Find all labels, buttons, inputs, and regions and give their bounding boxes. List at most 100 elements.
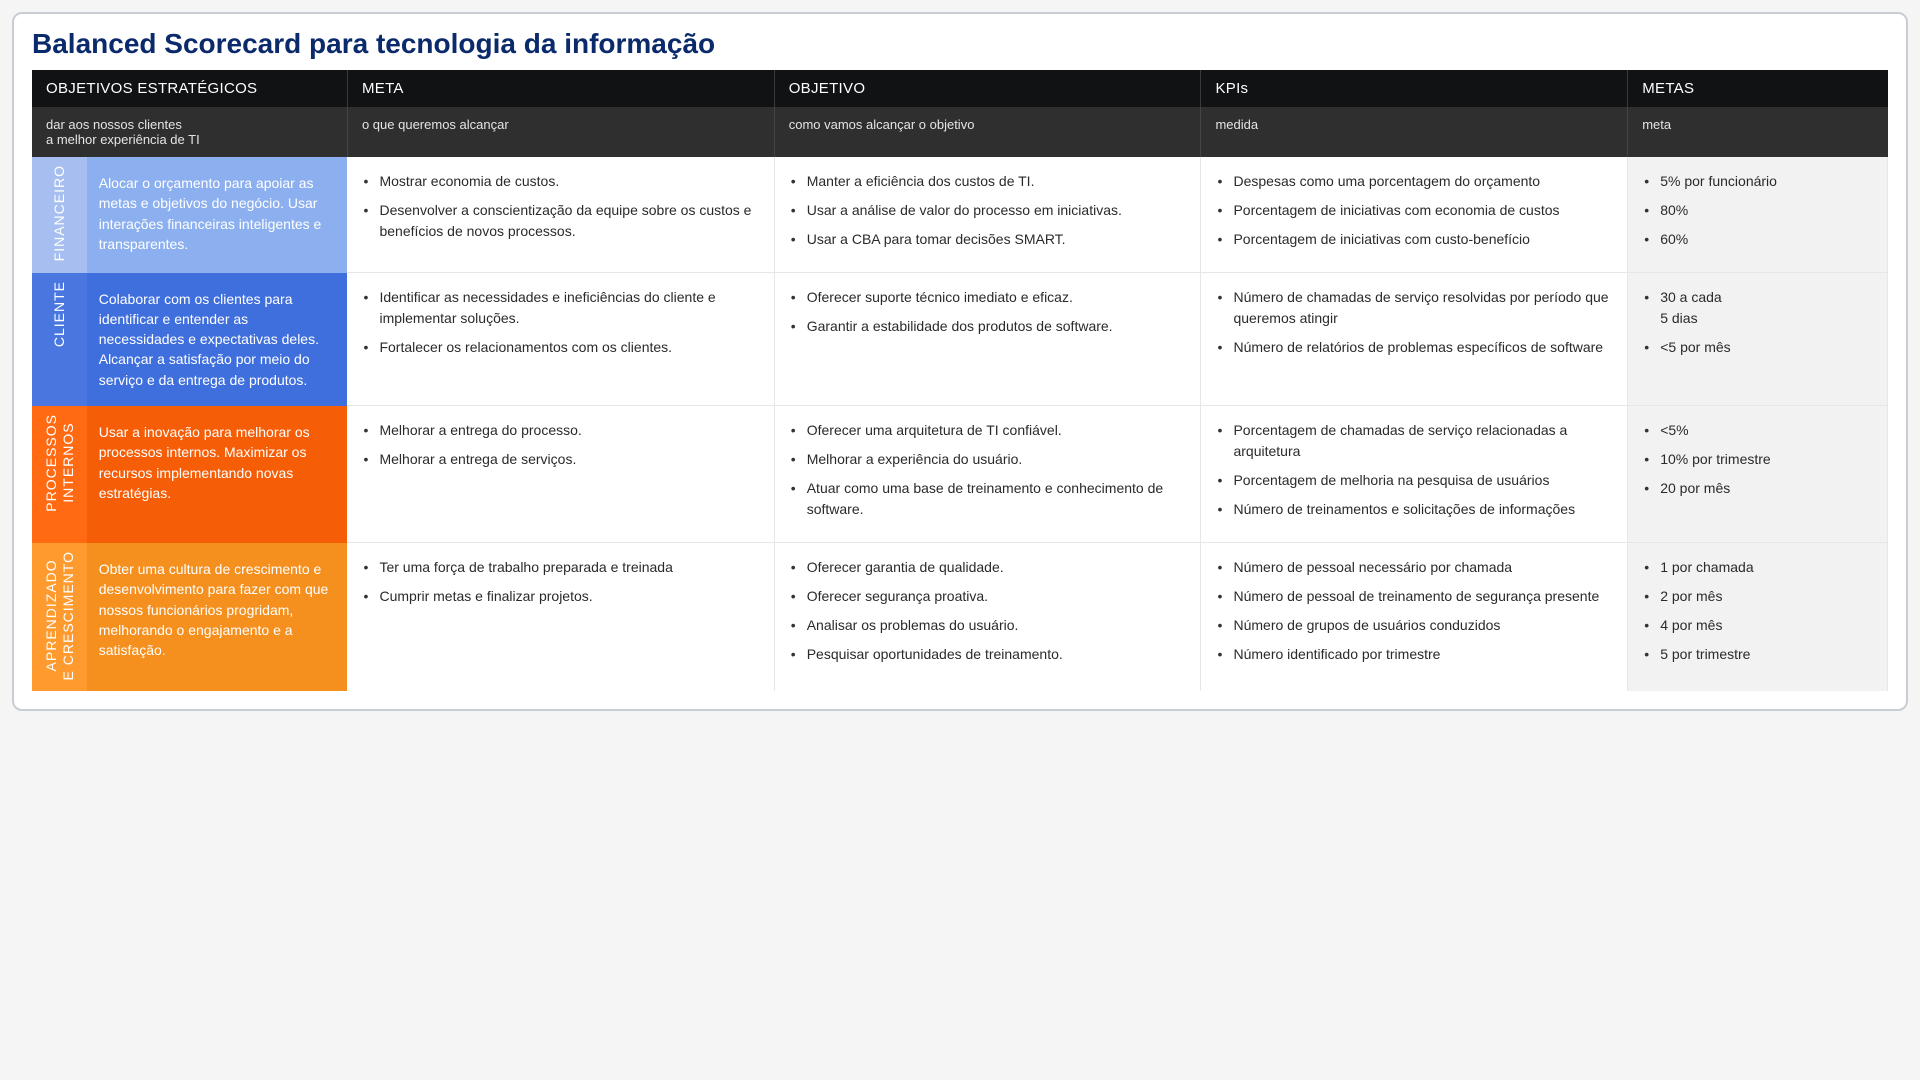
list-item: Melhorar a experiência do usuário.: [791, 449, 1185, 470]
list-item: 20 por mês: [1644, 478, 1871, 499]
list-item: Desenvolver a conscientização da equipe …: [363, 200, 757, 242]
col-sub-meta: o que queremos alcançar: [347, 107, 774, 157]
list-item: Cumprir metas e finalizar projetos.: [363, 586, 757, 607]
cell-kpis-cliente-list: Número de chamadas de serviço resolvidas…: [1217, 287, 1611, 358]
cell-metas-processos: <5% 10% por trimestre 20 por mês: [1628, 406, 1888, 543]
list-item: Identificar as necessidades e ineficiênc…: [363, 287, 757, 329]
list-item: Oferecer uma arquitetura de TI confiável…: [791, 420, 1185, 441]
list-item: Manter a eficiência dos custos de TI.: [791, 171, 1185, 192]
perspective-label-aprendizado: APRENDIZADO E CRESCIMENTO: [32, 543, 87, 691]
perspective-label-text: APRENDIZADO E CRESCIMENTO: [43, 543, 77, 688]
cell-meta-processos: Melhorar a entrega do processo. Melhorar …: [347, 406, 774, 543]
cell-kpis-financeiro-list: Despesas como uma porcentagem do orçamen…: [1217, 171, 1611, 250]
col-header-objetivos: OBJETIVOS ESTRATÉGICOS: [32, 70, 347, 107]
list-item: Número de pessoal necessário por chamada: [1217, 557, 1611, 578]
cell-meta-aprendizado: Ter uma força de trabalho preparada e tr…: [347, 543, 774, 691]
list-item: 30 a cada 5 dias: [1644, 287, 1871, 329]
list-item: Mostrar economia de custos.: [363, 171, 757, 192]
list-item: Oferecer suporte técnico imediato e efic…: [791, 287, 1185, 308]
cell-metas-aprendizado: 1 por chamada 2 por mês 4 por mês 5 por tri…: [1628, 543, 1888, 691]
list-item: 5% por funcionário: [1644, 171, 1871, 192]
cell-kpis-aprendizado: Número de pessoal necessário por chamada…: [1201, 543, 1628, 691]
perspective-desc-processos: Usar a inovação para melhorar os process…: [87, 406, 348, 543]
perspective-row-financeiro: FINANCEIRO Alocar o orçamento para apoiar…: [32, 157, 1888, 273]
list-item: Despesas como uma porcentagem do orçamen…: [1217, 171, 1611, 192]
list-item: 60%: [1644, 229, 1871, 250]
col-sub-objetivos: dar aos nossos clientes a melhor experiê…: [32, 107, 347, 157]
cell-kpis-cliente: Número de chamadas de serviço resolvidas…: [1201, 273, 1628, 406]
scorecard-card: Balanced Scorecard para tecnologia da in…: [12, 12, 1908, 711]
col-header-kpis: KPIs: [1201, 70, 1628, 107]
perspective-row-cliente: CLIENTE Colaborar com os clientes para id…: [32, 273, 1888, 406]
list-item: 5 por trimestre: [1644, 644, 1871, 665]
list-item: Número de treinamentos e solicitações de…: [1217, 499, 1611, 520]
cell-meta-financeiro-list: Mostrar economia de custos. Desenvolver a…: [363, 171, 757, 242]
col-sub-metas: meta: [1628, 107, 1888, 157]
list-item: <5%: [1644, 420, 1871, 441]
col-header-meta: META: [347, 70, 774, 107]
page-title: Balanced Scorecard para tecnologia da in…: [32, 28, 1888, 60]
list-item: Fortalecer os relacionamentos com os cli…: [363, 337, 757, 358]
list-item: Porcentagem de chamadas de serviço relac…: [1217, 420, 1611, 462]
perspective-desc-financeiro: Alocar o orçamento para apoiar as metas …: [87, 157, 348, 273]
perspective-desc-cliente: Colaborar com os clientes para identific…: [87, 273, 348, 406]
perspective-row-processos: PROCESSOS INTERNOS Usar a inovação para m…: [32, 406, 1888, 543]
cell-objetivo-cliente: Oferecer suporte técnico imediato e efic…: [774, 273, 1201, 406]
list-item: Usar a análise de valor do processo em i…: [791, 200, 1185, 221]
perspective-label-financeiro: FINANCEIRO: [32, 157, 87, 273]
list-item: Porcentagem de iniciativas com economia …: [1217, 200, 1611, 221]
perspective-label-processos: PROCESSOS INTERNOS: [32, 406, 87, 543]
list-item: Número identificado por trimestre: [1217, 644, 1611, 665]
list-item: 80%: [1644, 200, 1871, 221]
cell-metas-financeiro-list: 5% por funcionário 80% 60%: [1644, 171, 1871, 250]
table-subheader-row: dar aos nossos clientes a melhor experiê…: [32, 107, 1888, 157]
list-item: Número de pessoal de treinamento de segu…: [1217, 586, 1611, 607]
list-item: 2 por mês: [1644, 586, 1871, 607]
cell-metas-processos-list: <5% 10% por trimestre 20 por mês: [1644, 420, 1871, 499]
cell-objetivo-aprendizado-list: Oferecer garantia de qualidade. Oferecer …: [791, 557, 1185, 665]
cell-kpis-aprendizado-list: Número de pessoal necessário por chamada…: [1217, 557, 1611, 665]
col-header-metas: METAS: [1628, 70, 1888, 107]
list-item: Porcentagem de melhoria na pesquisa de u…: [1217, 470, 1611, 491]
list-item: 1 por chamada: [1644, 557, 1871, 578]
cell-objetivo-processos: Oferecer uma arquitetura de TI confiável…: [774, 406, 1201, 543]
cell-meta-processos-list: Melhorar a entrega do processo. Melhorar …: [363, 420, 757, 470]
cell-metas-aprendizado-list: 1 por chamada 2 por mês 4 por mês 5 por tri…: [1644, 557, 1871, 665]
scorecard-table: OBJETIVOS ESTRATÉGICOS META OBJETIVO KPI…: [32, 70, 1888, 691]
cell-objetivo-aprendizado: Oferecer garantia de qualidade. Oferecer …: [774, 543, 1201, 691]
list-item: Ter uma força de trabalho preparada e tr…: [363, 557, 757, 578]
list-item: Número de chamadas de serviço resolvidas…: [1217, 287, 1611, 329]
cell-meta-aprendizado-list: Ter uma força de trabalho preparada e tr…: [363, 557, 757, 607]
col-sub-objetivo: como vamos alcançar o objetivo: [774, 107, 1201, 157]
cell-kpis-processos: Porcentagem de chamadas de serviço relac…: [1201, 406, 1628, 543]
cell-meta-cliente: Identificar as necessidades e ineficiênc…: [347, 273, 774, 406]
list-item: Pesquisar oportunidades de treinamento.: [791, 644, 1185, 665]
col-header-objetivo: OBJETIVO: [774, 70, 1201, 107]
perspective-label-text: CLIENTE: [51, 273, 68, 355]
list-item: Número de relatórios de problemas especí…: [1217, 337, 1611, 358]
perspective-label-text: FINANCEIRO: [51, 157, 68, 269]
list-item: Melhorar a entrega de serviços.: [363, 449, 757, 470]
perspective-label-cliente: CLIENTE: [32, 273, 87, 406]
list-item: 4 por mês: [1644, 615, 1871, 636]
list-item: Garantir a estabilidade dos produtos de …: [791, 316, 1185, 337]
cell-meta-cliente-list: Identificar as necessidades e ineficiênc…: [363, 287, 757, 358]
cell-objetivo-cliente-list: Oferecer suporte técnico imediato e efic…: [791, 287, 1185, 337]
list-item: Oferecer garantia de qualidade.: [791, 557, 1185, 578]
list-item: Oferecer segurança proativa.: [791, 586, 1185, 607]
cell-kpis-processos-list: Porcentagem de chamadas de serviço relac…: [1217, 420, 1611, 520]
list-item: Porcentagem de iniciativas com custo-ben…: [1217, 229, 1611, 250]
list-item: 10% por trimestre: [1644, 449, 1871, 470]
cell-objetivo-financeiro: Manter a eficiência dos custos de TI. Usa…: [774, 157, 1201, 273]
list-item: <5 por mês: [1644, 337, 1871, 358]
list-item: Analisar os problemas do usuário.: [791, 615, 1185, 636]
list-item: Atuar como uma base de treinamento e con…: [791, 478, 1185, 520]
col-sub-kpis: medida: [1201, 107, 1628, 157]
perspective-label-text: PROCESSOS INTERNOS: [43, 406, 77, 520]
cell-objetivo-financeiro-list: Manter a eficiência dos custos de TI. Usa…: [791, 171, 1185, 250]
perspective-row-aprendizado: APRENDIZADO E CRESCIMENTOObter uma cultu…: [32, 543, 1888, 691]
list-item: Número de grupos de usuários conduzidos: [1217, 615, 1611, 636]
table-header-row: OBJETIVOS ESTRATÉGICOS META OBJETIVO KPI…: [32, 70, 1888, 107]
list-item: Melhorar a entrega do processo.: [363, 420, 757, 441]
cell-metas-cliente: 30 a cada 5 dias <5 por mês: [1628, 273, 1888, 406]
